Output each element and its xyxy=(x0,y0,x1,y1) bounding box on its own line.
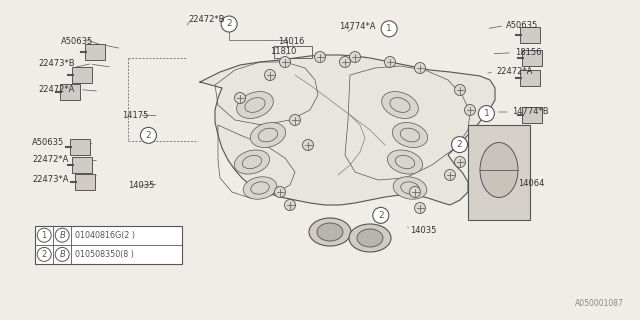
Circle shape xyxy=(314,52,326,62)
Circle shape xyxy=(339,57,351,68)
FancyBboxPatch shape xyxy=(520,70,540,86)
FancyBboxPatch shape xyxy=(75,174,95,190)
Text: 1: 1 xyxy=(42,231,47,240)
Text: 14774*A: 14774*A xyxy=(339,22,376,31)
Text: 1: 1 xyxy=(387,24,392,33)
FancyBboxPatch shape xyxy=(520,27,540,43)
Ellipse shape xyxy=(250,123,285,148)
Circle shape xyxy=(454,84,465,95)
Ellipse shape xyxy=(243,177,277,199)
Text: 14175: 14175 xyxy=(122,111,148,120)
Circle shape xyxy=(55,228,69,242)
FancyBboxPatch shape xyxy=(468,125,530,220)
Text: A50635: A50635 xyxy=(506,21,538,30)
Circle shape xyxy=(141,127,157,143)
Text: 01040816G(2 ): 01040816G(2 ) xyxy=(76,231,135,240)
Text: 18156: 18156 xyxy=(515,48,541,57)
Circle shape xyxy=(372,207,388,223)
FancyBboxPatch shape xyxy=(72,157,92,173)
Circle shape xyxy=(280,57,291,68)
Text: 11810: 11810 xyxy=(270,47,296,56)
Text: 2: 2 xyxy=(378,211,383,220)
Circle shape xyxy=(454,156,465,167)
Circle shape xyxy=(452,137,467,153)
Circle shape xyxy=(275,187,285,197)
Ellipse shape xyxy=(393,177,427,199)
Circle shape xyxy=(381,21,397,37)
Ellipse shape xyxy=(349,224,391,252)
FancyBboxPatch shape xyxy=(35,226,182,264)
Circle shape xyxy=(415,203,426,213)
Circle shape xyxy=(234,92,246,103)
Text: 2: 2 xyxy=(457,140,462,149)
Ellipse shape xyxy=(480,142,518,197)
FancyBboxPatch shape xyxy=(70,139,90,155)
Circle shape xyxy=(479,106,495,122)
Ellipse shape xyxy=(387,150,422,174)
Circle shape xyxy=(285,199,296,211)
Circle shape xyxy=(465,105,476,116)
Text: A050001087: A050001087 xyxy=(575,299,624,308)
FancyBboxPatch shape xyxy=(522,107,542,123)
Text: 14035: 14035 xyxy=(410,226,436,235)
Circle shape xyxy=(349,52,360,62)
Text: 14064: 14064 xyxy=(518,180,545,188)
Polygon shape xyxy=(200,55,495,205)
Text: 22473*A: 22473*A xyxy=(32,175,68,184)
Ellipse shape xyxy=(237,92,273,118)
Text: 22473*B: 22473*B xyxy=(38,60,75,68)
Circle shape xyxy=(221,16,237,32)
Text: 22472*B: 22472*B xyxy=(189,15,225,24)
Text: 2: 2 xyxy=(146,131,151,140)
Text: A50635: A50635 xyxy=(61,37,93,46)
FancyBboxPatch shape xyxy=(85,44,105,60)
Text: 14035: 14035 xyxy=(128,181,154,190)
Text: 010508350(8 ): 010508350(8 ) xyxy=(76,250,134,259)
Text: 22472*A: 22472*A xyxy=(38,85,75,94)
Text: 22472*A: 22472*A xyxy=(32,156,68,164)
Circle shape xyxy=(445,170,456,180)
FancyBboxPatch shape xyxy=(522,50,542,66)
Text: 22472*A: 22472*A xyxy=(496,68,532,76)
Text: 2: 2 xyxy=(42,250,47,259)
FancyBboxPatch shape xyxy=(72,67,92,83)
Circle shape xyxy=(289,115,301,125)
Circle shape xyxy=(415,62,426,74)
Text: B: B xyxy=(60,231,65,240)
Circle shape xyxy=(55,247,69,261)
Ellipse shape xyxy=(357,229,383,247)
Ellipse shape xyxy=(309,218,351,246)
Text: 1: 1 xyxy=(484,109,489,118)
Ellipse shape xyxy=(381,92,419,118)
Circle shape xyxy=(37,247,51,261)
Text: A50635: A50635 xyxy=(32,138,64,147)
Text: B: B xyxy=(60,250,65,259)
Ellipse shape xyxy=(317,223,343,241)
Circle shape xyxy=(37,228,51,242)
Text: 14774*B: 14774*B xyxy=(512,108,548,116)
Text: 14016: 14016 xyxy=(278,37,305,46)
FancyBboxPatch shape xyxy=(60,84,80,100)
Circle shape xyxy=(410,187,420,197)
Circle shape xyxy=(303,140,314,150)
Ellipse shape xyxy=(234,150,269,174)
Text: 2: 2 xyxy=(227,20,232,28)
Circle shape xyxy=(264,69,275,81)
Ellipse shape xyxy=(392,123,428,148)
Circle shape xyxy=(385,57,396,68)
